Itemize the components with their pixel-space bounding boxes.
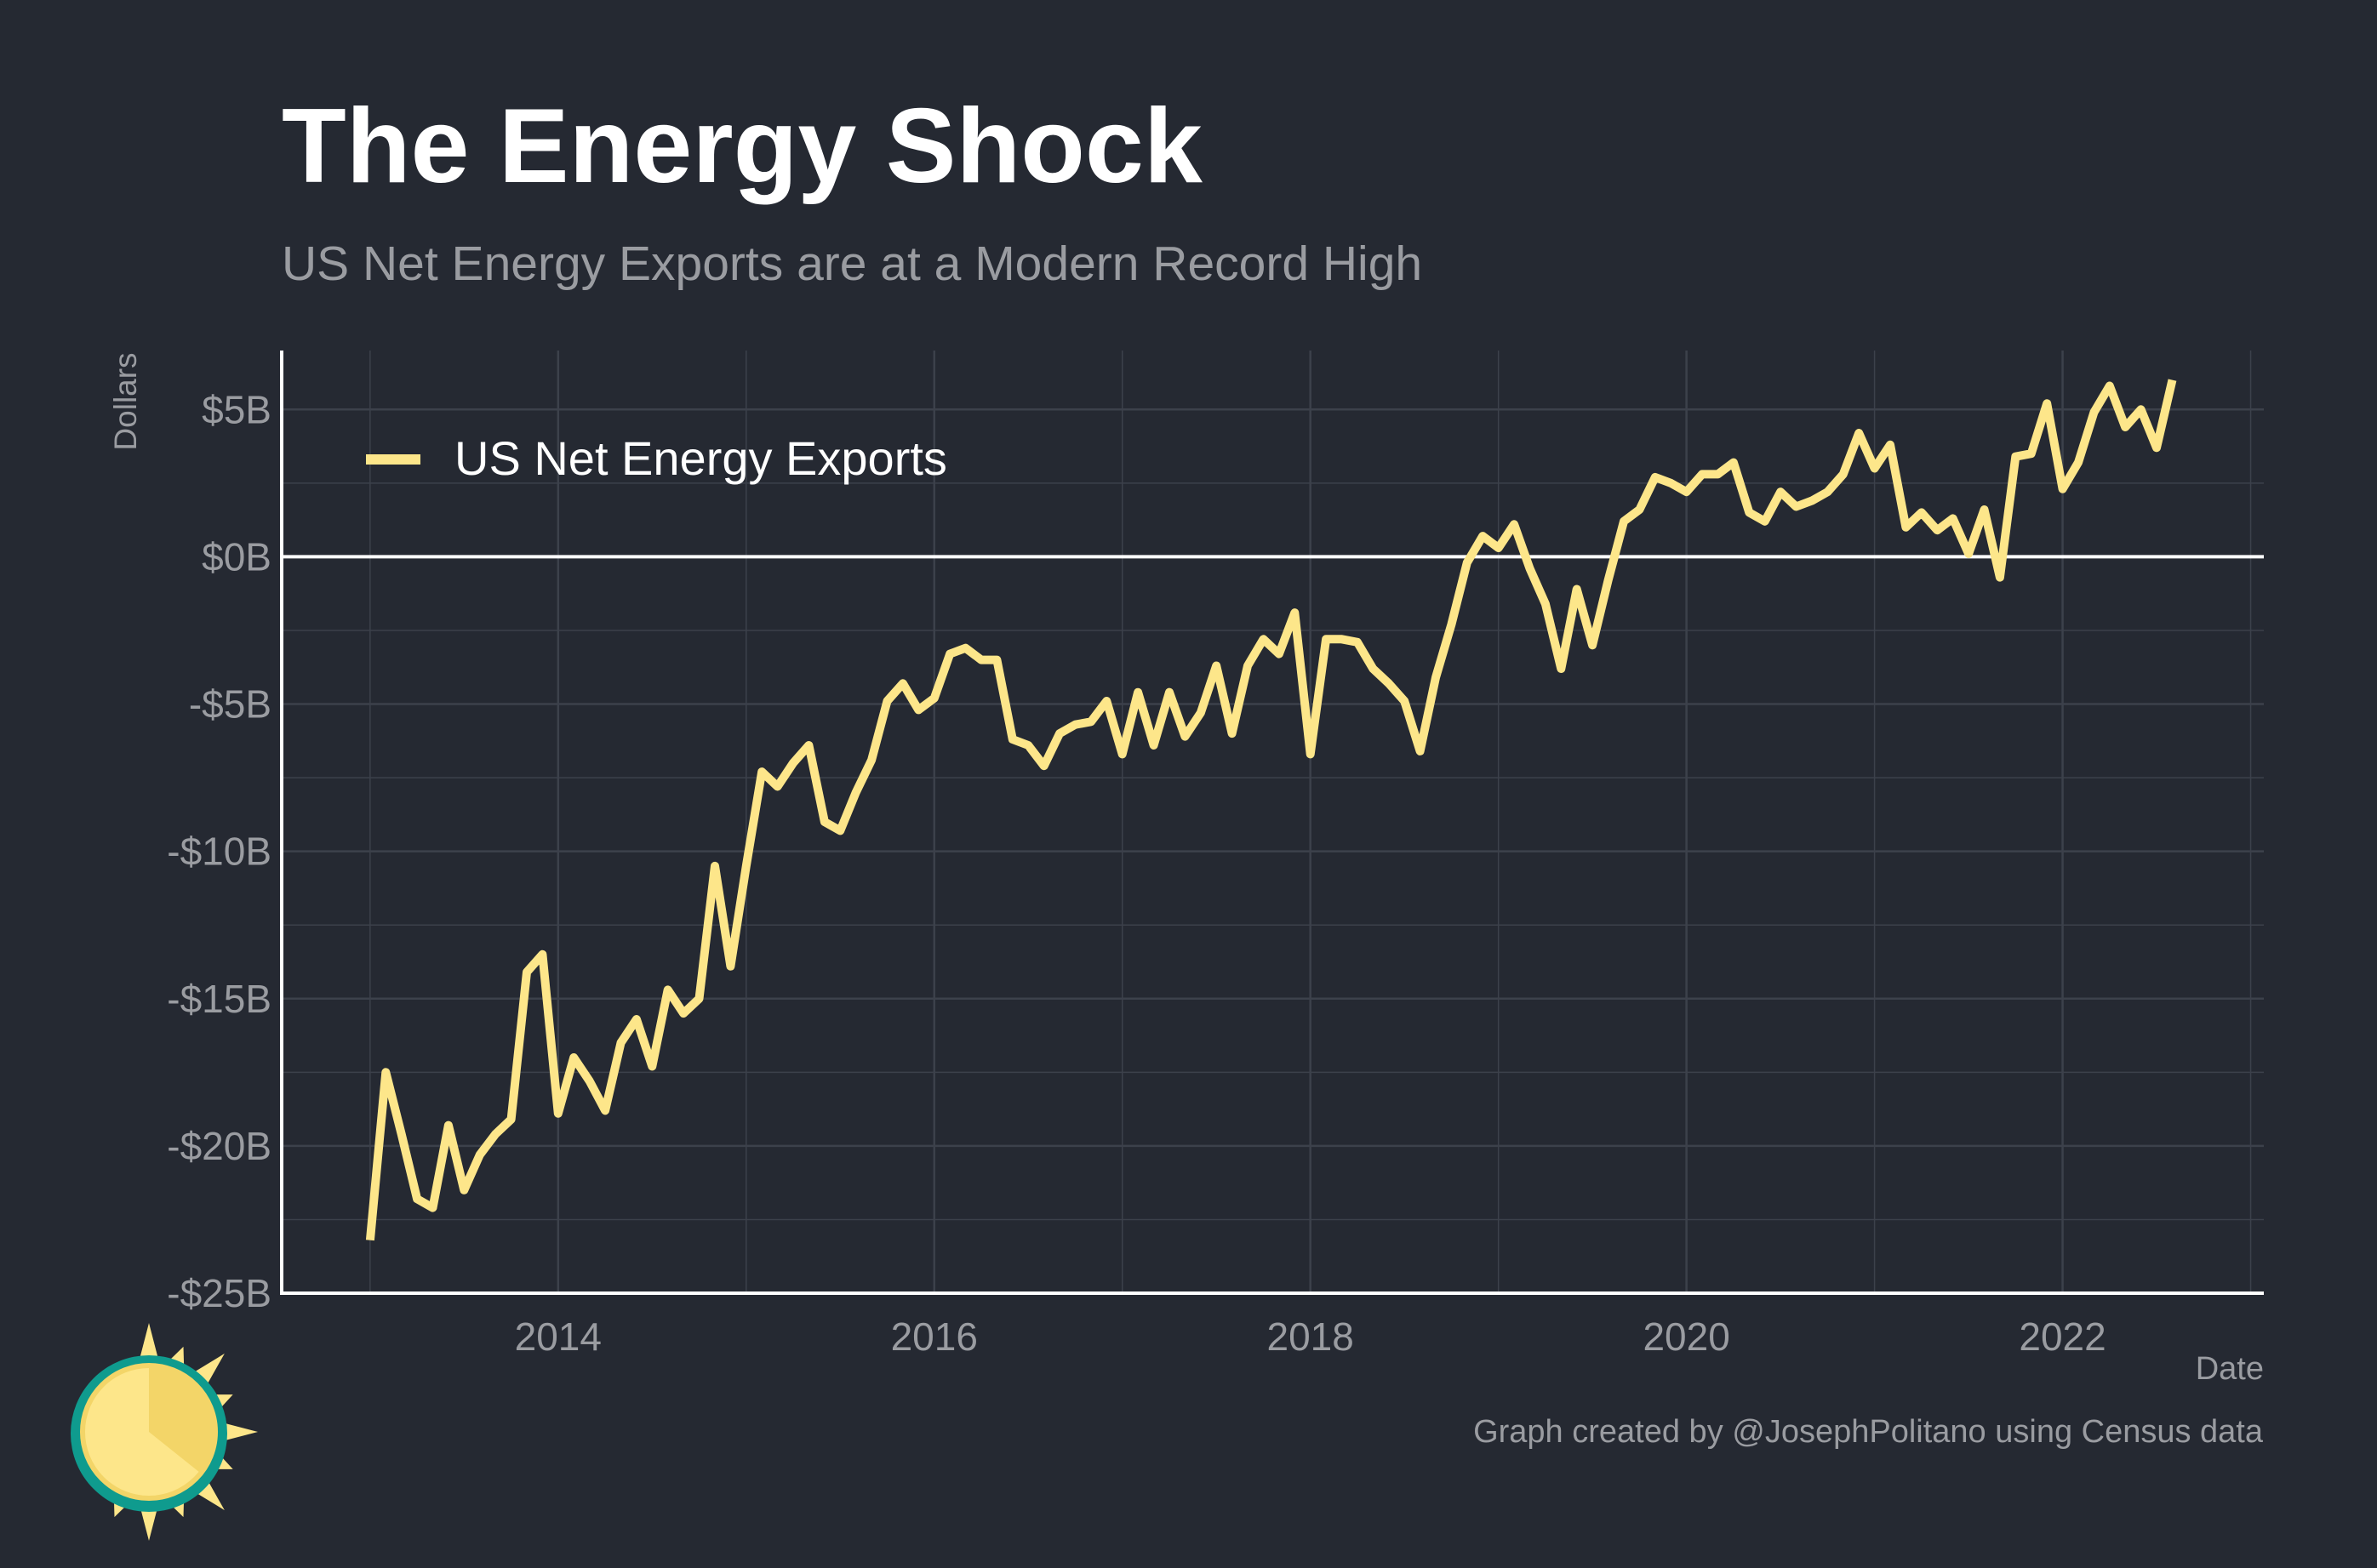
sun-logo-icon — [71, 1323, 258, 1541]
y-tick-label: $5B — [202, 387, 271, 431]
x-tick-label: 2016 — [891, 1314, 978, 1359]
chart-title: The Energy Shock — [282, 88, 1203, 205]
chart-subtitle: US Net Energy Exports are at a Modern Re… — [282, 237, 1423, 291]
series-line-us-net-energy-exports — [365, 379, 2177, 1241]
x-tick-label: 2014 — [515, 1314, 602, 1359]
y-tick-label: -$5B — [189, 682, 271, 727]
sun-ray — [138, 1323, 160, 1365]
y-tick-label: -$10B — [167, 830, 271, 874]
series-group — [365, 379, 2177, 1241]
x-axis-ticks: 2014 2016 2018 2020 2022 — [515, 1314, 2106, 1359]
x-axis-label: Date — [2196, 1351, 2264, 1387]
y-axis-ticks: -$25B -$20B -$15B -$10B -$5B $0B $5B — [167, 387, 271, 1315]
x-tick-label: 2022 — [2019, 1314, 2106, 1359]
y-tick-label: -$20B — [167, 1124, 271, 1168]
x-tick-label: 2018 — [1267, 1314, 1354, 1359]
x-tick-label: 2020 — [1643, 1314, 1729, 1359]
y-tick-label: -$15B — [167, 977, 271, 1021]
legend: US Net Energy Exports — [366, 431, 947, 485]
grid-lines — [282, 351, 2264, 1295]
y-axis-label: Dollars — [108, 352, 143, 450]
legend-label: US Net Energy Exports — [454, 431, 947, 485]
source-credit: Graph created by @JosephPolitano using C… — [1473, 1414, 2263, 1450]
y-tick-label: $0B — [202, 534, 271, 579]
y-tick-label: -$25B — [167, 1271, 271, 1315]
